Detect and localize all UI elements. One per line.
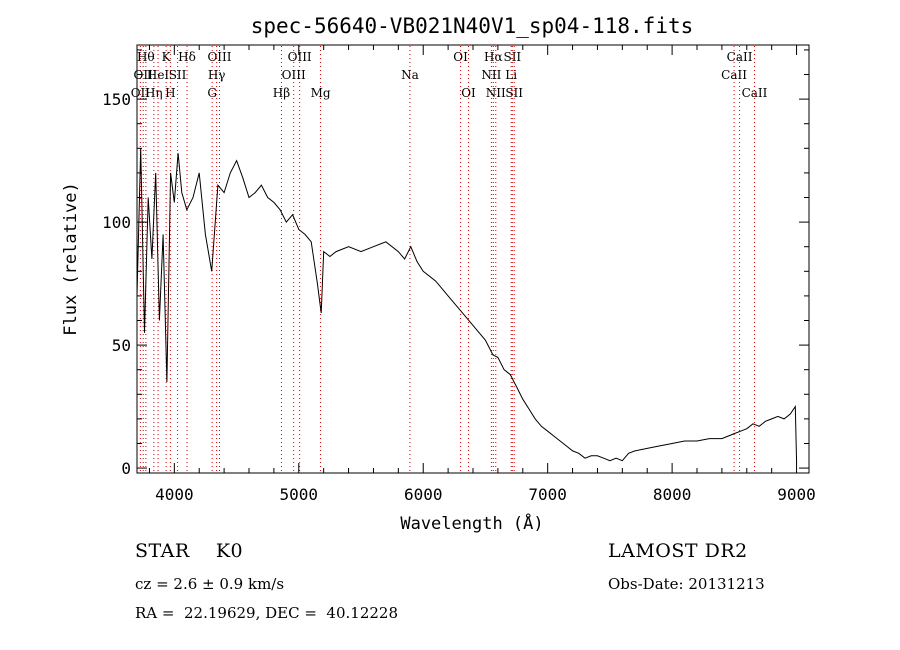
x-tick-label: 4000: [155, 485, 194, 504]
line-label: Hθ: [137, 50, 155, 64]
x-tick-label: 9000: [777, 485, 816, 504]
line-label: CaII: [742, 86, 768, 100]
x-tick-label: 5000: [280, 485, 319, 504]
line-label: OIII: [282, 68, 306, 82]
line-label: SII: [505, 86, 523, 100]
chart-title: spec-56640-VB021N40V1_sp04-118.fits: [251, 14, 694, 38]
obs-date: Obs-Date: 20131213: [608, 575, 765, 593]
line-label: Hα: [484, 50, 503, 64]
plot-frame: [136, 44, 810, 474]
line-label: NII: [481, 68, 501, 82]
line-label: Hδ: [178, 50, 196, 64]
line-label: G: [207, 86, 217, 100]
spectral-line-markers: [139, 46, 755, 472]
line-label: Mg: [311, 86, 331, 100]
x-axis-label: Wavelength (Å): [400, 512, 543, 534]
line-label: Na: [401, 68, 419, 82]
line-label: OII: [134, 68, 154, 82]
line-label: HeI: [147, 68, 170, 82]
line-label: OI: [453, 50, 468, 64]
line-label: CaII: [727, 50, 753, 64]
x-tick-label: 7000: [528, 485, 567, 504]
line-label: Hβ: [273, 86, 290, 100]
survey-name: LAMOST DR2: [608, 540, 748, 562]
line-label: H: [165, 86, 175, 100]
object-class: STAR K0: [135, 540, 244, 562]
line-label: SII: [169, 68, 187, 82]
line-label: OII: [131, 86, 151, 100]
y-tick-label: 150: [102, 90, 131, 109]
y-tick-label: 50: [112, 336, 131, 355]
line-label: CaII: [721, 68, 747, 82]
line-label: OIII: [207, 50, 231, 64]
line-label: Hγ: [208, 68, 226, 82]
line-label: Hη: [145, 86, 163, 100]
y-axis-label: Flux (relative): [61, 182, 81, 336]
y-tick-label: 0: [121, 459, 131, 478]
redshift-cz: cz = 2.6 ± 0.9 km/s: [135, 575, 285, 593]
line-label: SII: [503, 50, 521, 64]
line-label: OIII: [288, 50, 312, 64]
line-label: K: [162, 50, 172, 64]
spectral-line-labels: OII OII Hθ Hη HeI K H SII Hδ G Hγ OIII Hβ OIII OIII Mg N…: [131, 50, 768, 100]
line-label: OI: [461, 86, 476, 100]
x-tick-label: 6000: [404, 485, 443, 504]
ra-dec: RA = 22.19629, DEC = 40.12228: [135, 604, 399, 622]
x-axis-ticks: 4000 5000 6000 7000 8000 9000: [148, 45, 816, 504]
y-axis-ticks: 0 50 100 150: [102, 49, 809, 478]
x-tick-label: 8000: [653, 485, 692, 504]
line-label: NII: [486, 86, 506, 100]
line-label: Li: [505, 68, 517, 82]
y-tick-label: 100: [102, 213, 131, 232]
spectrum-line: [136, 148, 798, 464]
